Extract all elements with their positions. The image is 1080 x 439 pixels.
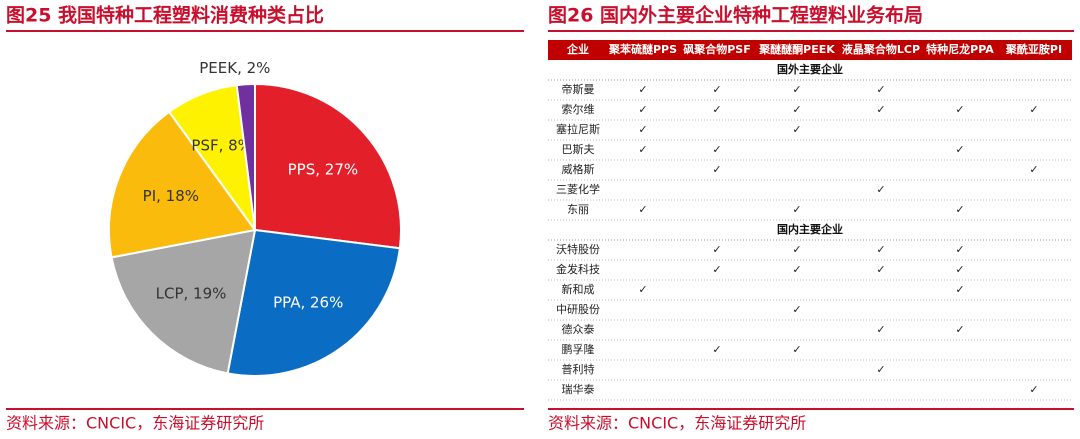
- row-name: 中研股份: [556, 303, 600, 316]
- check: ✓: [955, 263, 964, 276]
- header-cell: 特种尼龙PPA: [926, 42, 994, 56]
- check: ✓: [1029, 163, 1038, 176]
- check: ✓: [712, 343, 721, 356]
- check: ✓: [638, 103, 647, 116]
- check: ✓: [792, 103, 801, 116]
- check: ✓: [876, 363, 885, 376]
- check: ✓: [792, 303, 801, 316]
- pie-slice: [235, 82, 256, 231]
- check: ✓: [792, 263, 801, 276]
- slice-label: PSF, 8%: [191, 136, 252, 154]
- header-cell: 聚醚醚酮PEEK: [758, 42, 835, 56]
- row-name: 三菱化学: [556, 182, 600, 196]
- header-bg: [548, 40, 1072, 60]
- check: ✓: [876, 183, 885, 196]
- check: ✓: [712, 163, 721, 176]
- check: ✓: [638, 83, 647, 96]
- pie-slice: [226, 228, 401, 377]
- check: ✓: [955, 203, 964, 216]
- check: ✓: [792, 123, 801, 136]
- slice-label: PPS, 27%: [288, 161, 359, 179]
- row-name: 新和成: [562, 282, 595, 296]
- row-name: 鹏孚隆: [562, 342, 595, 356]
- check: ✓: [712, 103, 721, 116]
- row-name: 瑞华泰: [562, 382, 595, 396]
- header-cell: 企业: [566, 42, 589, 56]
- pie-slice: [110, 228, 257, 375]
- check: ✓: [712, 263, 721, 276]
- check: ✓: [712, 143, 721, 156]
- row-name: 德众泰: [562, 322, 595, 336]
- row-name: 巴斯夫: [562, 143, 595, 156]
- slice-label: PEEK, 2%: [199, 59, 270, 77]
- row-name: 沃特股份: [556, 242, 600, 256]
- check: ✓: [876, 323, 885, 336]
- check: ✓: [955, 283, 964, 296]
- slice-label: PI, 18%: [143, 187, 199, 205]
- header-cell: 聚酰亚胺PI: [1005, 42, 1062, 56]
- check: ✓: [792, 343, 801, 356]
- left-source: 资料来源：CNCIC，东海证券研究所: [6, 414, 264, 433]
- header-cell: 聚苯硫醚PPS: [608, 42, 677, 56]
- pie-slice: [108, 110, 257, 259]
- check: ✓: [955, 143, 964, 156]
- header-cell: 砜聚合物PSF: [683, 42, 751, 56]
- check: ✓: [638, 283, 647, 296]
- check: ✓: [792, 83, 801, 96]
- check: ✓: [792, 243, 801, 256]
- check: ✓: [792, 203, 801, 216]
- header-cell: 液晶聚合物LCP: [842, 42, 920, 56]
- check: ✓: [712, 243, 721, 256]
- check: ✓: [876, 103, 885, 116]
- check: ✓: [876, 83, 885, 96]
- check: ✓: [876, 243, 885, 256]
- check: ✓: [712, 83, 721, 96]
- row-name: 索尔维: [562, 102, 595, 116]
- check: ✓: [638, 143, 647, 156]
- check: ✓: [1029, 383, 1038, 396]
- right-source: 资料来源：CNCIC，东海证券研究所: [548, 414, 806, 433]
- check: ✓: [638, 203, 647, 216]
- check: ✓: [638, 123, 647, 136]
- check: ✓: [955, 323, 964, 336]
- row-name: 东丽: [567, 203, 589, 216]
- row-name: 普利特: [562, 362, 595, 376]
- pie-slice: [254, 82, 402, 250]
- slice-label: LCP, 19%: [156, 285, 227, 303]
- section-title: 国外主要企业: [777, 62, 843, 76]
- row-name: 金发科技: [556, 262, 600, 276]
- check: ✓: [955, 243, 964, 256]
- section-title: 国内主要企业: [777, 222, 843, 236]
- row-name: 塞拉尼斯: [556, 122, 600, 136]
- slice-label: PPA, 26%: [273, 294, 343, 312]
- left-title: 图25 我国特种工程塑料消费种类占比: [6, 4, 324, 27]
- check: ✓: [955, 103, 964, 116]
- check: ✓: [876, 263, 885, 276]
- row-name: 威格斯: [562, 162, 595, 176]
- row-name: 帝斯曼: [562, 82, 595, 96]
- check: ✓: [1029, 103, 1038, 116]
- right-title: 图26 国内外主要企业特种工程塑料业务布局: [548, 4, 923, 27]
